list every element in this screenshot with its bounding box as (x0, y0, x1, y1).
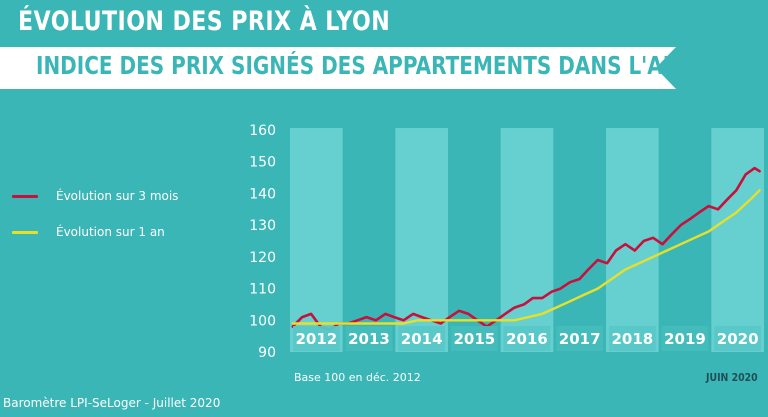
legend-label-1-an: Évolution sur 1 an (56, 225, 165, 239)
year-band-2012 (290, 128, 343, 352)
y-tick-label-110: 110 (249, 282, 276, 298)
legend-item-3-mois: Évolution sur 3 mois (12, 186, 178, 206)
y-tick-label-160: 160 (249, 123, 276, 139)
year-band-2016 (500, 128, 554, 352)
x-tick-label-2019: 2019 (664, 330, 706, 348)
legend: Évolution sur 3 mois Évolution sur 1 an (12, 186, 178, 258)
y-tick-label-140: 140 (249, 186, 276, 202)
legend-label-3-mois: Évolution sur 3 mois (56, 189, 179, 203)
x-tick-label-2015: 2015 (453, 330, 495, 348)
year-label-box-2020 (714, 326, 761, 351)
legend-swatch-3-mois (12, 194, 38, 198)
y-tick-label-150: 150 (249, 155, 276, 171)
page-title: ÉVOLUTION DES PRIX À LYON (18, 6, 391, 37)
series-line-3-mois (291, 166, 761, 332)
x-tick-label-2014: 2014 (401, 330, 443, 348)
x-tick-label-2013: 2013 (348, 330, 390, 348)
year-label-box-2015 (451, 326, 498, 351)
year-label-box-2014 (398, 326, 445, 351)
subtitle-banner: INDICE DES PRIX SIGNÉS DES APPARTEMENTS … (0, 47, 676, 89)
x-tick-label-2017: 2017 (559, 330, 601, 348)
chart-note: Base 100 en déc. 2012 (294, 371, 421, 384)
legend-swatch-1-an (12, 230, 38, 234)
chart-title: INDICE DES PRIX SIGNÉS DES APPARTEMENTS … (36, 51, 733, 80)
source-credit: Baromètre LPI-SeLoger - Juillet 2020 (3, 396, 221, 410)
year-label-box-2013 (345, 326, 393, 351)
series-line-1-an (291, 189, 761, 325)
year-label-box-2017 (556, 326, 603, 351)
year-label-box-2012 (293, 326, 340, 351)
y-tick-label-130: 130 (249, 218, 276, 234)
year-band-2014 (395, 128, 448, 352)
y-tick-label-90: 90 (258, 345, 276, 361)
x-tick-label-2012: 2012 (295, 330, 337, 348)
legend-item-1-an: Évolution sur 1 an (12, 222, 178, 242)
y-tick-label-120: 120 (249, 250, 276, 266)
date-badge: JUIN 2020 (706, 371, 758, 384)
x-tick-label-2016: 2016 (506, 330, 548, 348)
y-tick-label-100: 100 (249, 313, 276, 329)
year-band-2020 (711, 128, 764, 352)
year-label-box-2018 (609, 326, 656, 351)
x-tick-label-2018: 2018 (611, 330, 653, 348)
year-band-2018 (606, 128, 659, 352)
x-tick-label-2020: 2020 (717, 330, 759, 348)
year-label-box-2019 (661, 326, 709, 351)
year-label-box-2016 (503, 326, 551, 351)
